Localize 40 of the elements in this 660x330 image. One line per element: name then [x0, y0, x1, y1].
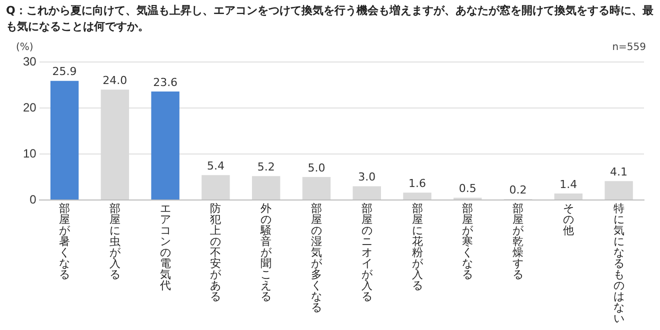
data-label: 24.0	[102, 74, 128, 87]
data-label: 25.9	[52, 65, 77, 78]
y-axis-title: (%)	[16, 42, 34, 53]
data-label: 4.1	[610, 166, 628, 178]
x-tick-label: エアコンの電気代	[160, 202, 171, 292]
bar	[604, 181, 633, 200]
x-tick-label: 部屋に花粉が入る	[412, 202, 423, 292]
bar	[302, 177, 331, 200]
y-tick-label: 20	[22, 100, 37, 114]
y-tick-label: 10	[22, 146, 37, 160]
x-tick-label: 部屋が乾燥する	[512, 202, 524, 281]
bar	[403, 192, 432, 200]
y-tick-label: 30	[22, 54, 37, 68]
data-label: 5.0	[308, 161, 326, 174]
bar	[554, 194, 583, 200]
bar	[252, 176, 280, 200]
data-label: 5.4	[206, 160, 224, 173]
text: n=559	[612, 42, 646, 53]
x-tick-label: その他	[562, 202, 574, 237]
data-label: 5.2	[257, 160, 275, 174]
data-label: 3.0	[358, 170, 376, 184]
category-label: 部屋のニオイが入る	[361, 202, 372, 303]
data-label: 23.6	[153, 76, 178, 89]
bar	[352, 186, 381, 200]
data-label: 1.6	[408, 177, 426, 190]
data-label: 1.4	[560, 178, 578, 191]
category-label: 特に気になるものはない	[613, 202, 624, 325]
y-tick-label: 0	[30, 192, 37, 206]
category-label: 外の騒音が聞こえる	[260, 202, 272, 303]
x-tick-label: 部屋が暑くなる	[59, 202, 70, 281]
chart-title: Q：これから夏に向けて、気温も上昇し、エアコンをつけて換気を行う機会も増えますが、あなたが窓を開けて換気をする時に、最も気になることは何ですか。	[6, 3, 654, 35]
category-label: 防犯上の不安がある	[210, 202, 222, 303]
bar	[202, 175, 230, 200]
x-tick-label: 部屋に虫が入る	[109, 202, 120, 281]
data-label: 0.2	[509, 183, 527, 196]
bar	[151, 91, 180, 200]
category-label: 部屋の湿気が多くなる	[310, 202, 322, 314]
x-tick-label: 部屋が寒くなる	[462, 202, 474, 281]
bar	[50, 80, 79, 200]
data-label: 0.5	[458, 182, 476, 196]
